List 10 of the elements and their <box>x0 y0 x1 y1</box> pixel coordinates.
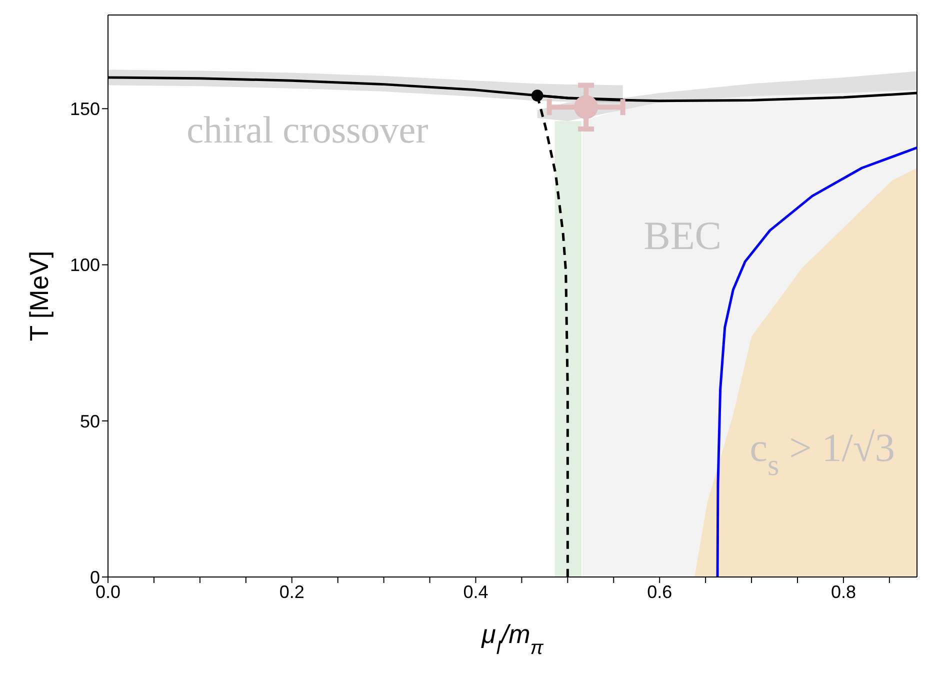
y-axis-title: T [MeV] <box>24 250 54 342</box>
x-tick-label: 0.2 <box>279 582 304 602</box>
x-axis-title: μ$_{I}$/m$_{π}$ <box>480 619 544 659</box>
x-tick-label: 0.4 <box>463 582 488 602</box>
x-tick-label: 0.6 <box>647 582 672 602</box>
x-tick-label: 0.8 <box>830 582 856 602</box>
annotation: chiral crossover <box>186 109 429 152</box>
y-tick-label: 100 <box>70 255 100 276</box>
y-tick-label: 150 <box>70 99 100 120</box>
y-tick-label: 50 <box>80 411 100 432</box>
